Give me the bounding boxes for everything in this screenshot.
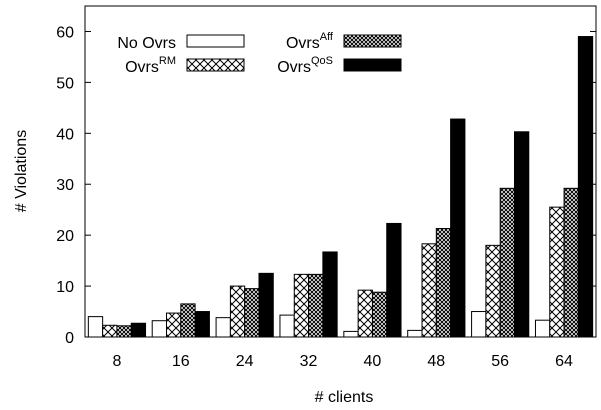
bar-ovrs-aff-64 — [563, 187, 579, 338]
x-tick-label: 16 — [172, 353, 190, 370]
plot-frame — [84, 5, 597, 338]
y-tick-label: 0 — [65, 330, 74, 347]
bar-no-ovrs-24 — [215, 317, 231, 338]
legend-label: No Ovrs — [117, 35, 176, 52]
bar-ovrs-aff-48 — [435, 228, 452, 338]
bar-no-ovrs-64 — [534, 319, 551, 338]
bar-ovrs-rm-16 — [166, 312, 182, 338]
bar-ovrs-qos-56 — [513, 131, 530, 338]
x-tick-label: 64 — [555, 353, 573, 370]
bar-no-ovrs-32 — [279, 314, 295, 338]
x-tick-label: 24 — [236, 353, 254, 370]
y-tick-label: 60 — [56, 24, 74, 41]
bar-ovrs-qos-32 — [322, 251, 338, 338]
x-tick-label: 8 — [112, 353, 121, 370]
bar-no-ovrs-40 — [343, 330, 359, 338]
bar-no-ovrs-48 — [407, 329, 423, 338]
x-axis-label: # clients — [315, 389, 374, 406]
bar-ovrs-aff-32 — [308, 273, 324, 338]
legend-swatch — [343, 34, 402, 48]
x-tick-label: 48 — [427, 353, 445, 370]
bar-ovrs-qos-8 — [130, 322, 147, 338]
legend-swatch — [186, 58, 245, 72]
bar-ovrs-rm-56 — [485, 244, 501, 338]
x-tick-label: 32 — [300, 353, 318, 370]
bar-no-ovrs-56 — [471, 311, 487, 338]
legend-swatch — [343, 58, 402, 72]
y-tick-label: 30 — [56, 177, 74, 194]
bar-ovrs-aff-8 — [116, 325, 132, 338]
y-tick-label: 20 — [56, 228, 74, 245]
y-tick-label: 50 — [56, 75, 74, 92]
bar-ovrs-rm-8 — [102, 324, 118, 338]
bar-no-ovrs-16 — [151, 320, 168, 338]
x-tick-label: 40 — [364, 353, 382, 370]
bar-ovrs-aff-40 — [371, 291, 388, 338]
legend-label: OvrsAff — [286, 31, 334, 52]
y-axis-label: # Violations — [13, 130, 30, 212]
bar-ovrs-aff-16 — [180, 303, 196, 338]
legend-swatch — [186, 34, 245, 48]
bar-ovrs-rm-48 — [421, 243, 437, 338]
bar-ovrs-rm-32 — [293, 273, 310, 338]
bar-ovrs-qos-48 — [450, 118, 466, 338]
legend-label: OvrsRM — [125, 55, 176, 76]
legend-label: OvrsQoS — [277, 55, 333, 76]
bar-ovrs-qos-24 — [258, 272, 274, 338]
bar-ovrs-aff-24 — [244, 288, 260, 338]
bar-ovrs-qos-16 — [194, 311, 210, 338]
y-tick-label: 10 — [56, 279, 74, 296]
bar-ovrs-rm-24 — [229, 285, 246, 338]
bar-ovrs-rm-64 — [549, 206, 565, 338]
x-tick-label: 56 — [491, 353, 509, 370]
bar-ovrs-qos-64 — [577, 36, 594, 338]
bar-ovrs-qos-40 — [386, 222, 402, 338]
bar-ovrs-aff-56 — [499, 187, 515, 338]
bar-no-ovrs-8 — [87, 316, 104, 338]
bar-ovrs-rm-40 — [357, 289, 373, 338]
y-tick-label: 40 — [56, 126, 74, 143]
